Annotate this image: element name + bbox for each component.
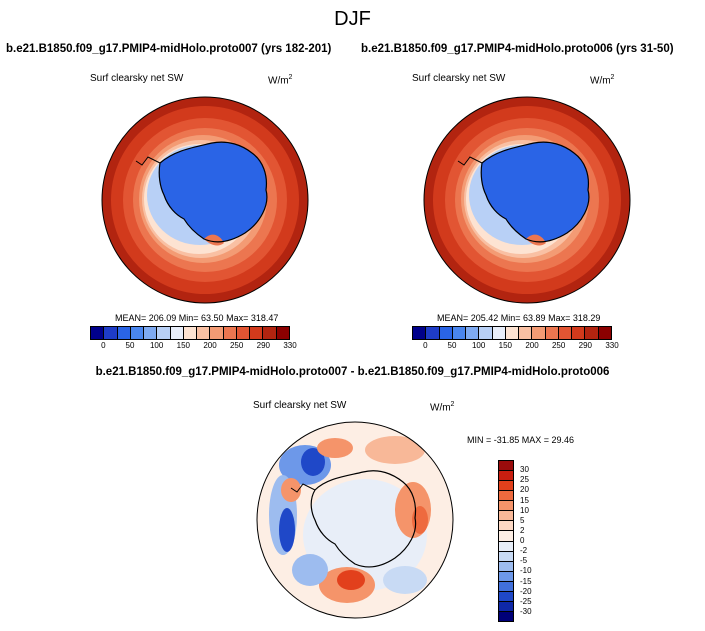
right-colorbar-tick: 250 <box>551 341 566 350</box>
diff-colorbar-tick: -10 <box>520 566 532 576</box>
left-colorbar-swatch <box>170 327 184 339</box>
right-colorbar <box>412 326 612 340</box>
diff-colorbar-swatch <box>499 501 513 512</box>
right-colorbar-tick: 0 <box>423 341 428 350</box>
diff-stats: MIN = -31.85 MAX = 29.46 <box>467 435 575 445</box>
right-colorbar-labels: 0 50 100 150 200 250 290 330 <box>412 341 619 353</box>
right-colorbar-tick: 200 <box>525 341 539 350</box>
right-colorbar-tick: 290 <box>578 341 593 350</box>
left-colorbar-tick: 290 <box>256 341 271 350</box>
difference-polar-map <box>256 421 454 619</box>
diff-colorbar-swatch <box>499 491 513 502</box>
diff-colorbar-swatch <box>499 511 513 522</box>
diff-colorbar-swatch <box>499 531 513 542</box>
right-colorbar-swatch <box>545 327 559 339</box>
left-units-label: W/m2 <box>268 74 293 87</box>
diff-colorbar-swatch <box>499 541 513 552</box>
right-variable-label: Surf clearsky net SW <box>412 73 506 84</box>
left-colorbar-swatch <box>250 327 264 339</box>
diff-colorbar-tick: 10 <box>520 505 529 515</box>
left-colorbar-labels: 0 50 100 150 200 250 290 330 <box>90 341 297 353</box>
diff-units-label: W/m2 <box>430 401 455 414</box>
diff-colorbar-swatch <box>499 521 513 532</box>
diff-colorbar-tick: 25 <box>520 475 529 485</box>
left-stats: MEAN= 206.09 Min= 63.50 Max= 318.47 <box>115 313 279 323</box>
right-colorbar-tick: 150 <box>498 341 513 350</box>
right-colorbar-swatch <box>572 327 586 339</box>
diff-colorbar-swatch <box>499 591 513 602</box>
right-colorbar-swatch <box>519 327 533 339</box>
diff-colorbar-tick: -5 <box>520 556 528 566</box>
diff-colorbar-swatch <box>499 601 513 612</box>
diff-colorbar-swatch <box>499 581 513 592</box>
left-colorbar-swatch <box>91 327 105 339</box>
right-colorbar-swatch <box>479 327 493 339</box>
left-colorbar-swatch <box>130 327 145 339</box>
left-colorbar-swatch <box>236 327 251 339</box>
diff-colorbar-labels: 30 25 20 15 10 5 2 0 -2 -5 -10 -15 -20 -25 -30 <box>518 460 558 622</box>
diff-colorbar-tick: 30 <box>520 465 529 475</box>
left-colorbar-tick: 50 <box>125 341 135 350</box>
right-colorbar-swatch <box>532 327 546 339</box>
right-colorbar-swatch <box>598 327 611 339</box>
diff-colorbar-tick: 2 <box>520 525 525 535</box>
diff-colorbar-tick: -30 <box>520 606 532 616</box>
diff-colorbar-swatch <box>499 561 513 572</box>
diff-colorbar-tick: 15 <box>520 495 529 505</box>
right-polar-map <box>423 96 631 304</box>
left-colorbar-tick: 250 <box>229 341 244 350</box>
right-colorbar-swatch <box>585 327 599 339</box>
diff-colorbar-swatch <box>499 481 513 492</box>
diff-variable-label: Surf clearsky net SW <box>253 400 347 411</box>
right-units-label: W/m2 <box>590 74 615 87</box>
season-title: DJF <box>334 8 371 30</box>
right-colorbar-tick: 330 <box>605 341 619 350</box>
left-colorbar-swatch <box>157 327 171 339</box>
left-colorbar-swatch <box>223 327 237 339</box>
right-colorbar-swatch <box>413 327 427 339</box>
left-colorbar-swatch <box>263 327 277 339</box>
right-panel-title: b.e21.B1850.f09_g17.PMIP4-midHolo.proto0… <box>361 43 674 55</box>
diff-colorbar-swatch <box>499 551 513 562</box>
diff-colorbar-swatch <box>499 461 513 472</box>
left-colorbar-tick: 200 <box>203 341 217 350</box>
diff-colorbar-swatch <box>499 611 513 621</box>
left-colorbar-tick: 0 <box>101 341 106 350</box>
right-colorbar-swatch <box>452 327 467 339</box>
diff-colorbar-tick: -15 <box>520 576 532 586</box>
right-colorbar-swatch <box>505 327 520 339</box>
right-colorbar-tick: 50 <box>447 341 457 350</box>
right-colorbar-swatch <box>426 327 440 339</box>
difference-panel-title: b.e21.B1850.f09_g17.PMIP4-midHolo.proto0… <box>95 366 610 378</box>
diff-colorbar-tick: -20 <box>520 586 532 596</box>
right-colorbar-swatch <box>439 327 453 339</box>
left-colorbar-swatch <box>197 327 211 339</box>
diff-colorbar-swatch <box>499 571 513 582</box>
diff-colorbar-tick: -25 <box>520 596 532 606</box>
left-polar-map <box>101 96 309 304</box>
left-colorbar-swatch <box>183 327 198 339</box>
left-colorbar-swatch <box>276 327 289 339</box>
diff-colorbar-tick: 20 <box>520 485 529 495</box>
right-colorbar-swatch <box>492 327 506 339</box>
left-colorbar-tick: 330 <box>283 341 297 350</box>
left-colorbar <box>90 326 290 340</box>
diff-colorbar-tick: 5 <box>520 515 525 525</box>
diff-colorbar-tick: 0 <box>520 536 525 545</box>
left-panel-title: b.e21.B1850.f09_g17.PMIP4-midHolo.proto0… <box>6 43 332 55</box>
diff-colorbar-swatch <box>499 471 513 482</box>
left-colorbar-swatch <box>144 327 158 339</box>
right-colorbar-swatch <box>466 327 480 339</box>
right-colorbar-swatch <box>558 327 573 339</box>
left-colorbar-tick: 150 <box>176 341 191 350</box>
left-colorbar-swatch <box>210 327 224 339</box>
diff-colorbar-tick: -2 <box>520 546 528 556</box>
left-variable-label: Surf clearsky net SW <box>90 73 184 84</box>
left-colorbar-swatch <box>117 327 131 339</box>
left-colorbar-tick: 100 <box>149 341 164 350</box>
diff-colorbar <box>498 460 514 622</box>
right-stats: MEAN= 205.42 Min= 63.89 Max= 318.29 <box>437 313 601 323</box>
right-colorbar-tick: 100 <box>471 341 486 350</box>
left-colorbar-swatch <box>104 327 118 339</box>
